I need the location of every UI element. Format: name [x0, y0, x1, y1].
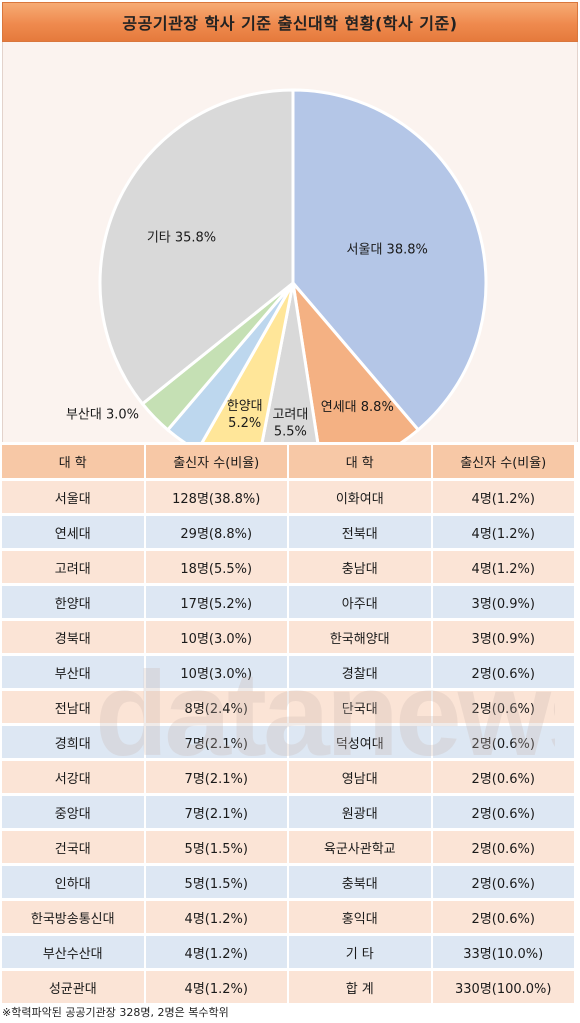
cell-university-left: 전남대 — [2, 691, 146, 726]
cell-count-left: 7명(2.1%) — [145, 761, 289, 796]
cell-university-left: 서울대 — [2, 481, 146, 516]
cell-count-right: 2명(0.6%) — [432, 901, 576, 936]
cell-university-left: 인하대 — [2, 866, 146, 901]
table-row: 부산대 10명(3.0%) 경찰대 2명(0.6%) — [2, 656, 576, 691]
cell-count-left: 5명(1.5%) — [145, 866, 289, 901]
pie-slice-2 — [260, 282, 320, 442]
cell-university-left: 부산대 — [2, 656, 146, 691]
cell-count-right: 2명(0.6%) — [432, 761, 576, 796]
pie-label-5: 부산대 3.0% — [66, 407, 139, 422]
cell-university-right: 충북대 — [289, 866, 433, 901]
header-university-right: 대 학 — [289, 445, 433, 481]
cell-count-right: 330명(100.0%) — [432, 971, 576, 1006]
cell-count-left: 8명(2.4%) — [145, 691, 289, 726]
cell-university-left: 경희대 — [2, 726, 146, 761]
cell-count-left: 4명(1.2%) — [145, 901, 289, 936]
cell-university-left: 성균관대 — [2, 971, 146, 1006]
pie-slice-0 — [291, 88, 488, 432]
cell-count-right: 2명(0.6%) — [432, 796, 576, 831]
cell-university-left: 경북대 — [2, 621, 146, 656]
cell-count-right: 2명(0.6%) — [432, 726, 576, 761]
cell-university-left: 부산수산대 — [2, 936, 146, 971]
table-row: 전남대 8명(2.4%) 단국대 2명(0.6%) — [2, 691, 576, 726]
table-row: 고려대 18명(5.5%) 충남대 4명(1.2%) — [2, 551, 576, 586]
table-row: 경북대 10명(3.0%) 한국해양대 3명(0.9%) — [2, 621, 576, 656]
cell-count-right: 2명(0.6%) — [432, 831, 576, 866]
table-row: 인하대 5명(1.5%) 충북대 2명(0.6%) — [2, 866, 576, 901]
cell-count-right: 4명(1.2%) — [432, 551, 576, 586]
table-row: 한양대 17명(5.2%) 아주대 3명(0.9%) — [2, 586, 576, 621]
cell-university-left: 한양대 — [2, 586, 146, 621]
table-row: 중앙대 7명(2.1%) 원광대 2명(0.6%) — [2, 796, 576, 831]
cell-university-left: 건국대 — [2, 831, 146, 866]
pie-label-6: 기타 35.8% — [147, 230, 216, 245]
cell-university-right: 원광대 — [289, 796, 433, 831]
table-row: 부산수산대 4명(1.2%) 기 타 33명(10.0%) — [2, 936, 576, 971]
cell-university-right: 기 타 — [289, 936, 433, 971]
pie-label-2: 고려대 5.5% — [272, 407, 308, 439]
cell-count-left: 128명(38.8%) — [145, 481, 289, 516]
cell-count-left: 4명(1.2%) — [145, 936, 289, 971]
cell-count-right: 4명(1.2%) — [432, 481, 576, 516]
table-row: 성균관대 4명(1.2%) 합 계 330명(100.0%) — [2, 971, 576, 1006]
cell-university-right: 단국대 — [289, 691, 433, 726]
cell-count-left: 18명(5.5%) — [145, 551, 289, 586]
cell-count-right: 4명(1.2%) — [432, 516, 576, 551]
header-university-left: 대 학 — [2, 445, 146, 481]
cell-count-right: 2명(0.6%) — [432, 691, 576, 726]
pie-label-0: 서울대 38.8% — [347, 242, 428, 257]
cell-university-left: 서강대 — [2, 761, 146, 796]
cell-university-right: 육군사관학교 — [289, 831, 433, 866]
data-table-wrapper: 대 학 출신자 수(비율) 대 학 출신자 수(비율) 서울대 128명(38.8… — [2, 445, 576, 1006]
cell-count-right: 2명(0.6%) — [432, 656, 576, 691]
cell-count-right: 3명(0.9%) — [432, 586, 576, 621]
table-row: 한국방송통신대 4명(1.2%) 홍익대 2명(0.6%) — [2, 901, 576, 936]
cell-university-right: 경찰대 — [289, 656, 433, 691]
cell-university-right: 영남대 — [289, 761, 433, 796]
cell-university-left: 중앙대 — [2, 796, 146, 831]
cell-count-left: 29명(8.8%) — [145, 516, 289, 551]
cell-count-left: 7명(2.1%) — [145, 726, 289, 761]
cell-university-right: 홍익대 — [289, 901, 433, 936]
table-row: 경희대 7명(2.1%) 덕성여대 2명(0.6%) — [2, 726, 576, 761]
cell-count-left: 17명(5.2%) — [145, 586, 289, 621]
header-count-right: 출신자 수(비율) — [432, 445, 576, 481]
cell-count-right: 2명(0.6%) — [432, 866, 576, 901]
cell-count-right: 3명(0.9%) — [432, 621, 576, 656]
university-table: 대 학 출신자 수(비율) 대 학 출신자 수(비율) 서울대 128명(38.8… — [2, 445, 576, 1006]
cell-count-left: 10명(3.0%) — [145, 621, 289, 656]
footnote: ※학력파악된 공공기관장 328명, 2명은 복수학위 — [2, 1006, 229, 1019]
cell-count-left: 7명(2.1%) — [145, 796, 289, 831]
cell-university-left: 한국방송통신대 — [2, 901, 146, 936]
table-header-row: 대 학 출신자 수(비율) 대 학 출신자 수(비율) — [2, 445, 576, 481]
table-row: 건국대 5명(1.5%) 육군사관학교 2명(0.6%) — [2, 831, 576, 866]
cell-university-right: 덕성여대 — [289, 726, 433, 761]
cell-university-left: 고려대 — [2, 551, 146, 586]
cell-university-right: 한국해양대 — [289, 621, 433, 656]
cell-count-left: 4명(1.2%) — [145, 971, 289, 1006]
pie-label-1: 연세대 8.8% — [321, 400, 394, 415]
cell-university-right: 아주대 — [289, 586, 433, 621]
cell-count-left: 10명(3.0%) — [145, 656, 289, 691]
chart-title: 공공기관장 학사 기준 출신대학 현황(학사 기준) — [2, 2, 578, 42]
pie-label-3: 한양대 5.2% — [227, 399, 263, 431]
cell-university-right: 합 계 — [289, 971, 433, 1006]
table-row: 연세대 29명(8.8%) 전북대 4명(1.2%) — [2, 516, 576, 551]
cell-university-left: 연세대 — [2, 516, 146, 551]
table-row: 서울대 128명(38.8%) 이화여대 4명(1.2%) — [2, 481, 576, 516]
pie-slice-1 — [290, 277, 421, 442]
pie-slice-6 — [98, 88, 295, 406]
cell-university-right: 이화여대 — [289, 481, 433, 516]
header-count-left: 출신자 수(비율) — [145, 445, 289, 481]
cell-university-right: 전북대 — [289, 516, 433, 551]
cell-count-right: 33명(10.0%) — [432, 936, 576, 971]
cell-count-left: 5명(1.5%) — [145, 831, 289, 866]
table-row: 서강대 7명(2.1%) 영남대 2명(0.6%) — [2, 761, 576, 796]
cell-university-right: 충남대 — [289, 551, 433, 586]
